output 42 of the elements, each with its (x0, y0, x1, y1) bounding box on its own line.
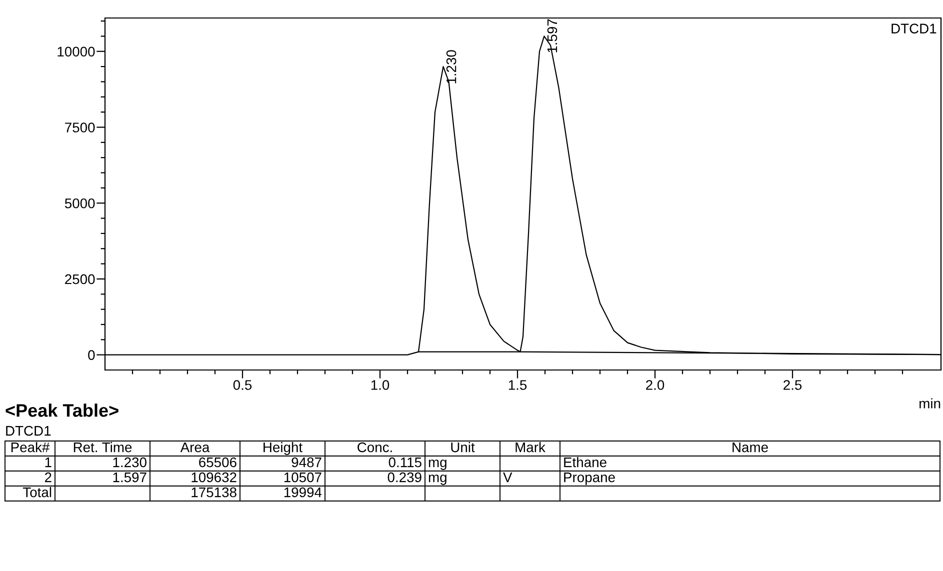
text: Area (180, 442, 210, 452)
x-tick-label: 2.5 (784, 380, 802, 390)
text: Mark (516, 442, 546, 452)
text: Conc. (358, 442, 392, 452)
x-tick-label: 0.5 (233, 380, 252, 390)
annotation: 1.597 (547, 19, 558, 52)
text: <Peak Table> (6, 404, 118, 417)
y-tick-label: 7500 (65, 122, 95, 132)
text: V (503, 472, 512, 482)
text: 0.239 (388, 472, 422, 482)
text: mg (428, 460, 446, 470)
text: 2 (44, 472, 52, 482)
text: 109632 (192, 472, 236, 482)
text: 0.115 (388, 457, 422, 468)
text: 65506 (199, 457, 236, 468)
x-tick-label: 1.5 (508, 380, 527, 390)
text: DTCD1 (6, 426, 51, 436)
text: Ethane (564, 457, 606, 468)
text: 1.230 (113, 457, 146, 468)
text: Total (22, 487, 52, 498)
text: Peak# (11, 442, 50, 452)
x-tick-label: 2.0 (646, 380, 664, 390)
x-axis-title: min (920, 398, 940, 408)
text: mg (428, 474, 446, 485)
annotation: DTCD1 (892, 24, 936, 34)
annotation: 1.230 (446, 50, 456, 84)
y-tick-label: 10000 (58, 46, 95, 57)
text: 1 (45, 458, 52, 468)
text: Height (264, 442, 302, 455)
text: Unit (451, 442, 475, 452)
text: Ret. Time (74, 442, 132, 452)
x-tick-label: 1.0 (371, 380, 390, 390)
text: 9487 (292, 457, 322, 468)
text: 175138 (192, 487, 236, 498)
y-tick-label: 2500 (65, 274, 95, 284)
text: 1.597 (113, 472, 146, 482)
y-tick-label: 0 (88, 350, 95, 360)
text: 19994 (284, 487, 322, 498)
text: Name (732, 442, 768, 452)
text: 10507 (284, 472, 322, 482)
text: Propane (564, 472, 615, 485)
y-tick-label: 5000 (64, 198, 95, 208)
